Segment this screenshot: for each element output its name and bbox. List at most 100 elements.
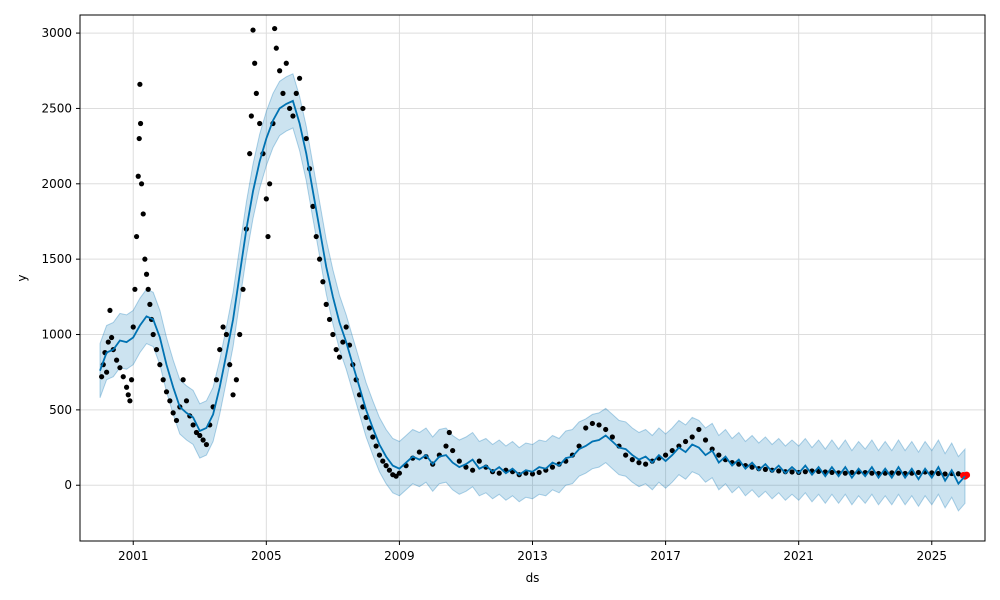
observed-point xyxy=(829,469,835,476)
observed-point xyxy=(323,301,329,307)
observed-point xyxy=(132,286,138,292)
observed-point xyxy=(576,443,582,449)
x-tick-label: 2009 xyxy=(384,549,415,563)
observed-point xyxy=(363,414,369,421)
observed-point xyxy=(643,461,649,467)
observed-point xyxy=(450,447,456,454)
y-tick-label: 0 xyxy=(64,478,72,492)
observed-point xyxy=(320,279,326,285)
observed-point xyxy=(117,365,123,371)
y-tick-label: 2500 xyxy=(41,101,72,115)
observed-point xyxy=(133,233,140,240)
observed-point xyxy=(536,469,542,476)
observed-point xyxy=(247,151,253,157)
observed-point xyxy=(157,362,163,368)
observed-point xyxy=(373,443,379,449)
observed-point xyxy=(217,346,223,353)
observed-point xyxy=(300,105,306,112)
observed-point xyxy=(137,81,143,87)
observed-point xyxy=(470,467,476,473)
observed-point xyxy=(669,447,675,454)
observed-point xyxy=(333,346,339,353)
observed-point xyxy=(190,422,196,428)
observed-point xyxy=(125,392,131,398)
observed-point xyxy=(370,434,376,440)
observed-point xyxy=(128,377,135,383)
observed-point xyxy=(396,470,403,476)
observed-point xyxy=(776,468,782,474)
observed-point xyxy=(137,120,144,127)
x-tick-label: 2021 xyxy=(783,549,814,563)
observed-point xyxy=(583,425,589,431)
observed-point xyxy=(589,420,595,427)
observed-point xyxy=(113,357,120,363)
observed-point xyxy=(150,331,156,338)
observed-point xyxy=(313,233,319,240)
observed-point xyxy=(136,135,142,142)
x-tick-label: 2017 xyxy=(650,549,681,563)
observed-point xyxy=(529,471,536,477)
observed-point xyxy=(696,426,702,433)
observed-point xyxy=(623,452,629,458)
observed-point xyxy=(942,471,948,477)
y-tick-label: 2000 xyxy=(41,177,72,191)
observed-point xyxy=(252,60,258,66)
observed-point xyxy=(290,113,296,119)
observed-point xyxy=(220,324,226,330)
observed-point xyxy=(253,90,259,96)
x-tick-label: 2013 xyxy=(517,549,548,563)
x-tick-label: 2025 xyxy=(916,549,947,563)
observed-point xyxy=(463,464,469,470)
observed-point xyxy=(662,452,669,458)
observed-point xyxy=(227,362,233,368)
y-tick-label: 3000 xyxy=(41,26,72,40)
observed-point xyxy=(383,463,389,469)
observed-point xyxy=(240,286,246,292)
observed-point xyxy=(296,75,303,81)
observed-point xyxy=(935,470,942,477)
observed-point xyxy=(689,434,695,440)
observed-point xyxy=(200,437,206,443)
observed-point xyxy=(123,384,130,390)
y-axis-label: y xyxy=(15,274,29,281)
observed-point xyxy=(636,460,642,466)
observed-point xyxy=(326,316,333,323)
observed-point xyxy=(386,467,393,473)
x-tick-label: 2005 xyxy=(251,549,282,563)
observed-point xyxy=(135,173,141,179)
observed-point xyxy=(163,389,170,395)
observed-point xyxy=(895,470,902,476)
observed-point xyxy=(609,434,615,440)
observed-point xyxy=(104,369,110,375)
observed-point xyxy=(130,324,136,330)
uncertainty-band xyxy=(99,73,966,512)
observed-point xyxy=(446,429,452,436)
observed-point xyxy=(280,90,286,96)
observed-point xyxy=(277,68,283,74)
observed-point xyxy=(456,458,462,464)
observed-point xyxy=(749,464,755,470)
x-axis-ticks: 2001 2005 2009 2013 2017 2021 2025 xyxy=(118,541,947,563)
observed-point xyxy=(147,301,153,307)
observed-point xyxy=(283,60,289,66)
forecast-line xyxy=(99,99,966,486)
observed-point xyxy=(393,473,399,479)
observed-point xyxy=(603,426,609,433)
observed-point xyxy=(443,443,449,449)
grid-lines xyxy=(80,15,985,541)
observed-point xyxy=(167,398,173,404)
observed-point xyxy=(265,233,271,240)
observed-point xyxy=(99,374,105,380)
observed-point xyxy=(153,346,160,353)
observed-point xyxy=(109,334,115,341)
uncertainty-band-area xyxy=(99,73,966,512)
observed-point xyxy=(170,410,176,416)
observed-point xyxy=(869,470,875,476)
observed-point xyxy=(702,437,709,443)
x-tick-label: 2001 xyxy=(118,549,149,563)
y-tick-label: 1000 xyxy=(41,328,72,342)
observed-point xyxy=(105,339,111,345)
observed-point xyxy=(380,458,386,464)
observed-points xyxy=(99,25,971,480)
observed-point xyxy=(183,398,190,404)
